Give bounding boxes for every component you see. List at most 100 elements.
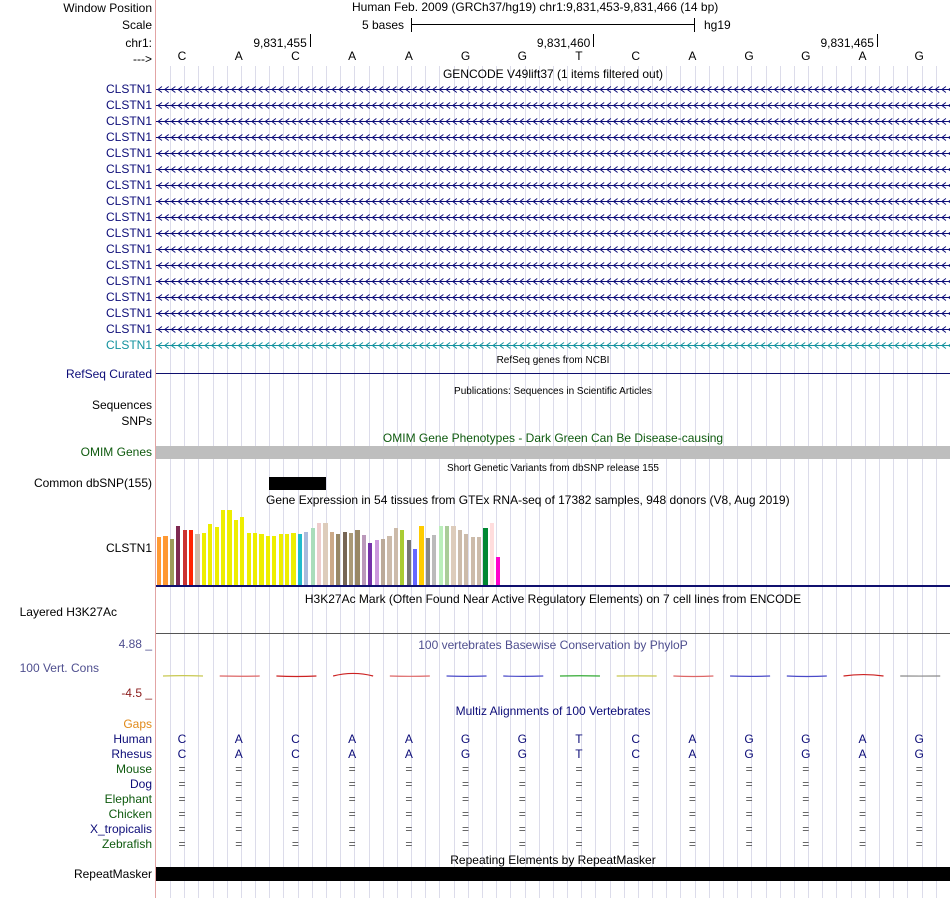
gencode-transcript-label[interactable]: CLSTN1	[105, 82, 152, 96]
gtex-tissue-bar[interactable]	[214, 527, 219, 585]
gtex-tissue-bar[interactable]	[342, 532, 347, 585]
gtex-tissue-bar[interactable]	[221, 510, 226, 585]
gtex-tissue-bar[interactable]	[272, 536, 277, 585]
gencode-transcript-label[interactable]: CLSTN1	[105, 242, 152, 256]
gencode-transcript-line[interactable]	[156, 196, 950, 207]
gtex-tissue-bar[interactable]	[317, 523, 322, 585]
gtex-tissue-bar[interactable]	[432, 535, 437, 585]
gtex-tissue-bar[interactable]	[368, 543, 373, 585]
gencode-transcript-label[interactable]: CLSTN1	[105, 130, 152, 144]
gtex-tissue-bar[interactable]	[310, 528, 315, 585]
gtex-tissue-bar[interactable]	[349, 533, 354, 585]
gtex-tissue-bar[interactable]	[406, 540, 411, 585]
gtex-tissue-bar[interactable]	[195, 534, 200, 585]
gtex-tissue-bar[interactable]	[253, 533, 258, 585]
gtex-tissue-bar[interactable]	[259, 534, 264, 585]
gtex-tissue-bar[interactable]	[176, 526, 181, 585]
gtex-tissue-bar[interactable]	[329, 532, 334, 585]
repeatmasker-bar[interactable]	[156, 867, 950, 881]
gtex-tissue-bar[interactable]	[227, 510, 232, 585]
omim-gene-bar[interactable]	[156, 446, 950, 459]
gtex-tissue-bar[interactable]	[381, 539, 386, 585]
gencode-transcript-line[interactable]	[156, 132, 950, 143]
gtex-tissue-bar[interactable]	[246, 533, 251, 585]
gtex-tissue-bar[interactable]	[489, 523, 494, 585]
gencode-transcript-line[interactable]	[156, 148, 950, 159]
dbsnp-variant-box[interactable]	[269, 477, 326, 490]
gencode-transcript-label[interactable]: CLSTN1	[105, 162, 152, 176]
refseq-gene-line[interactable]	[156, 373, 950, 374]
omim-genes-label[interactable]: OMIM Genes	[80, 445, 152, 459]
gtex-tissue-bar[interactable]	[496, 557, 501, 585]
gtex-tissue-bar[interactable]	[285, 534, 290, 585]
track-area[interactable]: Human Feb. 2009 (GRCh37/hg19) chr1:9,831…	[156, 0, 950, 898]
gencode-transcript-label[interactable]: CLSTN1	[105, 306, 152, 320]
gtex-tissue-bar[interactable]	[157, 537, 162, 585]
common-dbsnp-label[interactable]: Common dbSNP(155)	[33, 476, 152, 490]
gtex-tissue-bar[interactable]	[323, 523, 328, 585]
gtex-tissue-bar[interactable]	[297, 534, 302, 585]
gencode-transcript-label[interactable]: CLSTN1	[105, 114, 152, 128]
gtex-tissue-bar[interactable]	[336, 534, 341, 585]
gencode-transcript-line[interactable]	[156, 260, 950, 271]
gtex-tissue-bar[interactable]	[361, 535, 366, 585]
gencode-transcript-label[interactable]: CLSTN1	[105, 274, 152, 288]
gencode-transcript-line[interactable]	[156, 116, 950, 127]
phylop-track-label[interactable]: 100 Vert. Cons	[19, 661, 99, 675]
gencode-transcript-label[interactable]: CLSTN1	[105, 210, 152, 224]
gencode-transcript-label[interactable]: CLSTN1	[105, 178, 152, 192]
gtex-tissue-bar[interactable]	[201, 533, 206, 585]
gencode-transcript-line[interactable]	[156, 340, 950, 351]
gtex-tissue-bar[interactable]	[464, 534, 469, 585]
gencode-transcript-label[interactable]: CLSTN1	[105, 322, 152, 336]
gencode-transcript-label[interactable]: CLSTN1	[105, 258, 152, 272]
gencode-transcript-line[interactable]	[156, 180, 950, 191]
gencode-transcript-label[interactable]: CLSTN1	[105, 98, 152, 112]
gtex-tissue-bar[interactable]	[483, 528, 488, 585]
gtex-tissue-bar[interactable]	[438, 526, 443, 585]
gencode-transcript-line[interactable]	[156, 100, 950, 111]
gtex-tissue-bar[interactable]	[291, 533, 296, 585]
gtex-tissue-bar[interactable]	[451, 526, 456, 585]
gtex-tissue-bar[interactable]	[445, 526, 450, 585]
gtex-tissue-bar[interactable]	[425, 538, 430, 585]
publications-snps-label[interactable]: SNPs	[121, 414, 152, 428]
repeatmasker-label[interactable]: RepeatMasker	[73, 867, 152, 881]
refseq-curated-label[interactable]: RefSeq Curated	[65, 367, 152, 381]
gtex-tissue-bar[interactable]	[208, 524, 213, 585]
gencode-transcript-line[interactable]	[156, 308, 950, 319]
gtex-tissue-bar[interactable]	[169, 539, 174, 585]
gtex-tissue-bar[interactable]	[278, 534, 283, 585]
gencode-transcript-line[interactable]	[156, 212, 950, 223]
gencode-transcript-label[interactable]: CLSTN1	[105, 194, 152, 208]
phylop-wiggle[interactable]	[156, 656, 950, 696]
gtex-gene-label[interactable]: CLSTN1	[105, 541, 152, 555]
gtex-tissue-bar[interactable]	[355, 530, 360, 585]
layered-h3k27ac-label[interactable]: Layered H3K27Ac	[19, 605, 117, 619]
gencode-transcript-line[interactable]	[156, 276, 950, 287]
gencode-transcript-line[interactable]	[156, 84, 950, 95]
gencode-transcript-line[interactable]	[156, 324, 950, 335]
gtex-tissue-bar[interactable]	[240, 517, 245, 585]
gtex-tissue-bar[interactable]	[233, 520, 238, 585]
gtex-tissue-bar[interactable]	[470, 537, 475, 585]
gtex-tissue-bar[interactable]	[374, 540, 379, 585]
gtex-tissue-bar[interactable]	[304, 532, 309, 585]
publications-sequences-label[interactable]: Sequences	[91, 398, 152, 412]
gtex-tissue-bar[interactable]	[182, 530, 187, 585]
gencode-transcript-label[interactable]: CLSTN1	[105, 146, 152, 160]
gencode-transcript-line[interactable]	[156, 292, 950, 303]
gtex-tissue-bar[interactable]	[400, 530, 405, 585]
gtex-tissue-bar[interactable]	[163, 536, 168, 585]
gtex-tissue-bar[interactable]	[419, 526, 424, 585]
gtex-tissue-bar[interactable]	[265, 536, 270, 585]
gtex-tissue-bar[interactable]	[189, 530, 194, 585]
gencode-transcript-label[interactable]: CLSTN1	[105, 338, 152, 352]
gtex-tissue-bar[interactable]	[413, 549, 418, 585]
gencode-transcript-label[interactable]: CLSTN1	[105, 226, 152, 240]
gencode-transcript-line[interactable]	[156, 244, 950, 255]
gtex-tissue-bar[interactable]	[477, 537, 482, 585]
gencode-transcript-label[interactable]: CLSTN1	[105, 290, 152, 304]
gencode-transcript-line[interactable]	[156, 164, 950, 175]
